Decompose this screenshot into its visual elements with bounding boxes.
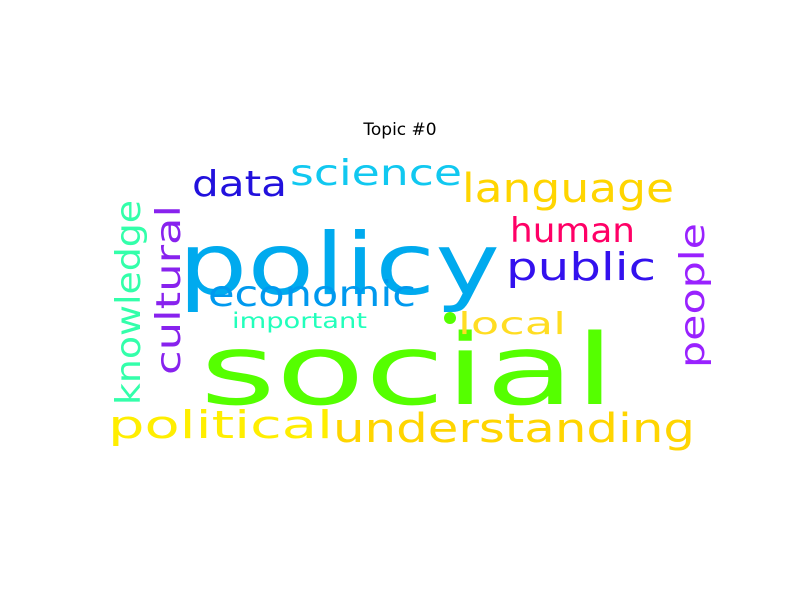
word-political: political bbox=[108, 403, 333, 447]
word-local: local bbox=[458, 307, 566, 342]
word-language: language bbox=[462, 166, 674, 212]
word-cultural: cultural bbox=[149, 205, 189, 375]
chart-title: Topic #0 bbox=[363, 120, 437, 140]
word-people: people bbox=[673, 223, 713, 368]
word-knowledge: knowledge bbox=[109, 200, 149, 405]
word-human: human bbox=[510, 211, 635, 251]
word-important: important bbox=[232, 309, 367, 333]
word-public: public bbox=[506, 245, 656, 289]
word-understanding: understanding bbox=[333, 406, 695, 452]
word-social: social bbox=[200, 314, 615, 428]
dot-mark bbox=[444, 312, 456, 324]
word-policy: policy bbox=[178, 215, 500, 315]
word-data: data bbox=[192, 164, 287, 205]
word-science: science bbox=[290, 153, 462, 194]
word-economic: economic bbox=[208, 274, 416, 315]
